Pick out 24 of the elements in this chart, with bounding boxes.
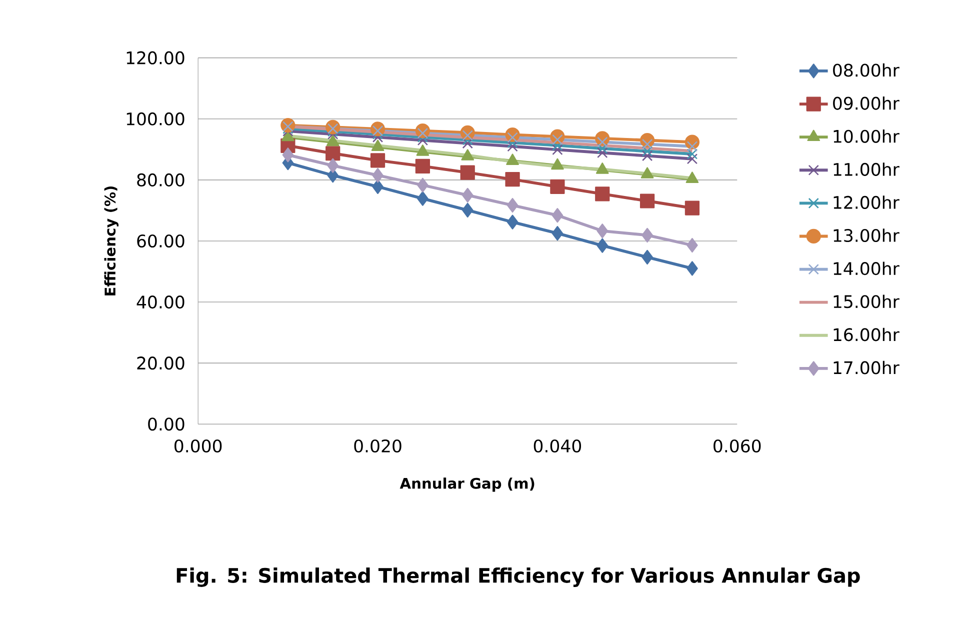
y-tick-label: 0.00 [148, 418, 184, 431]
y-axis-title: Efficiency (%) [104, 186, 119, 296]
x-tick-label: 0.060 [714, 439, 761, 453]
legend-label: 15.00hr [834, 294, 900, 308]
legend-label: 10.00hr [834, 130, 900, 143]
x-axis-title: Annular Gap (m) [400, 478, 534, 492]
x-tick-label: 0.000 [174, 439, 222, 453]
y-tick-label: 40.00 [136, 296, 184, 309]
x-tick-label: 0.020 [354, 439, 402, 453]
legend-label: 16.00hr [834, 328, 900, 342]
y-tick-label: 60.00 [137, 234, 184, 248]
legend-label: 17.00hr [834, 360, 900, 374]
y-tick-label: 120.00 [126, 51, 184, 64]
legend-label: 11.00hr [834, 162, 900, 176]
legend-label: 14.00hr [834, 262, 900, 276]
y-tick-label: 100.00 [126, 112, 184, 126]
y-tick-label: 20.00 [137, 356, 184, 370]
legend-label: 08.00hr [833, 63, 900, 77]
x-tick-label: 0.040 [534, 439, 582, 453]
y-tick-label: 80.00 [137, 173, 184, 186]
text: Fig. 5: Simulated Thermal Efficiency for Various Annular Gap [176, 568, 860, 587]
legend-label: 13.00hr [834, 228, 900, 242]
legend-label: 09.00hr [833, 96, 900, 110]
legend-label: 12.00hr [834, 196, 900, 210]
